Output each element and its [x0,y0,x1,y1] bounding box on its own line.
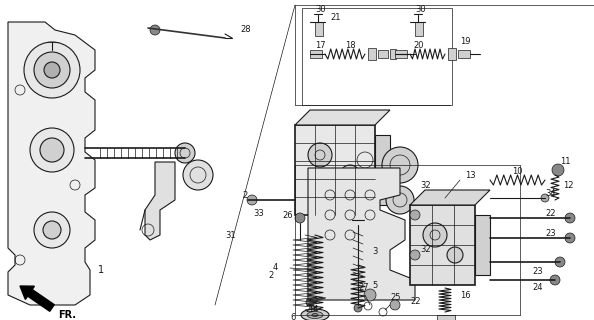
Polygon shape [145,162,175,240]
Circle shape [390,300,400,310]
Text: 28: 28 [240,26,251,35]
FancyArrow shape [20,286,54,311]
Text: 11: 11 [560,157,570,166]
Circle shape [34,52,70,88]
Text: 5: 5 [372,281,377,290]
Circle shape [43,221,61,239]
Circle shape [565,233,575,243]
Circle shape [183,160,213,190]
Text: 29: 29 [305,306,315,315]
Text: 20: 20 [413,41,424,50]
Ellipse shape [301,309,329,320]
Circle shape [410,210,420,220]
Circle shape [550,275,560,285]
Circle shape [34,212,70,248]
Circle shape [354,304,362,312]
Text: 18: 18 [345,41,356,50]
Text: 33: 33 [253,209,264,218]
Text: 22: 22 [545,209,555,218]
Circle shape [175,143,195,163]
Circle shape [410,250,420,260]
Text: 2: 2 [243,190,248,199]
Circle shape [247,195,257,205]
Bar [458,50,470,58]
Text: 6: 6 [290,314,295,320]
Bar [368,48,376,60]
Text: 2: 2 [268,270,273,279]
Text: 16: 16 [460,292,470,300]
Circle shape [295,213,305,223]
Circle shape [386,186,414,214]
Text: 32: 32 [420,245,431,254]
Circle shape [24,42,80,98]
Circle shape [340,165,360,185]
Text: 17: 17 [315,41,326,50]
Ellipse shape [307,311,323,318]
Circle shape [565,213,575,223]
Bar [395,50,407,58]
Bar [437,315,455,320]
Text: 19: 19 [460,37,470,46]
Circle shape [306,298,314,306]
Circle shape [555,257,565,267]
Text: 22: 22 [410,298,421,307]
Text: 27: 27 [358,284,369,292]
Text: 34: 34 [545,188,555,197]
Text: 23: 23 [545,228,555,237]
Text: 30: 30 [315,5,326,14]
Bar [390,49,396,59]
Bar [378,50,388,58]
Bar [315,22,323,36]
Circle shape [364,289,376,301]
Circle shape [308,143,332,167]
Polygon shape [8,22,95,305]
Text: 24: 24 [532,284,542,292]
Text: 13: 13 [465,171,476,180]
Circle shape [423,223,447,247]
Text: 21: 21 [330,13,340,22]
Bar [475,215,490,275]
Circle shape [552,164,564,176]
Bar [295,125,375,215]
Polygon shape [410,190,490,205]
Bar [448,48,456,60]
Bar [375,135,390,205]
Text: 3: 3 [372,247,377,257]
Bar [410,205,475,285]
Circle shape [150,25,160,35]
Bar [310,50,322,58]
Text: 32: 32 [420,180,431,189]
Circle shape [30,128,74,172]
Text: 10: 10 [512,167,523,177]
Text: 30: 30 [415,5,426,14]
Polygon shape [295,110,390,125]
Text: FR.: FR. [58,310,76,320]
Text: 14: 14 [308,306,318,315]
Text: 25: 25 [390,293,400,302]
Polygon shape [308,168,415,300]
Circle shape [541,194,549,202]
Text: 23: 23 [532,268,543,276]
Circle shape [44,62,60,78]
Ellipse shape [312,314,318,316]
Text: 12: 12 [563,180,573,189]
Text: 26: 26 [282,211,293,220]
Circle shape [447,247,463,263]
Text: 4: 4 [273,263,278,273]
Text: 1: 1 [98,265,104,275]
Circle shape [40,138,64,162]
Bar [302,8,452,105]
Text: 31: 31 [225,230,236,239]
Bar [415,22,423,36]
Circle shape [382,147,418,183]
